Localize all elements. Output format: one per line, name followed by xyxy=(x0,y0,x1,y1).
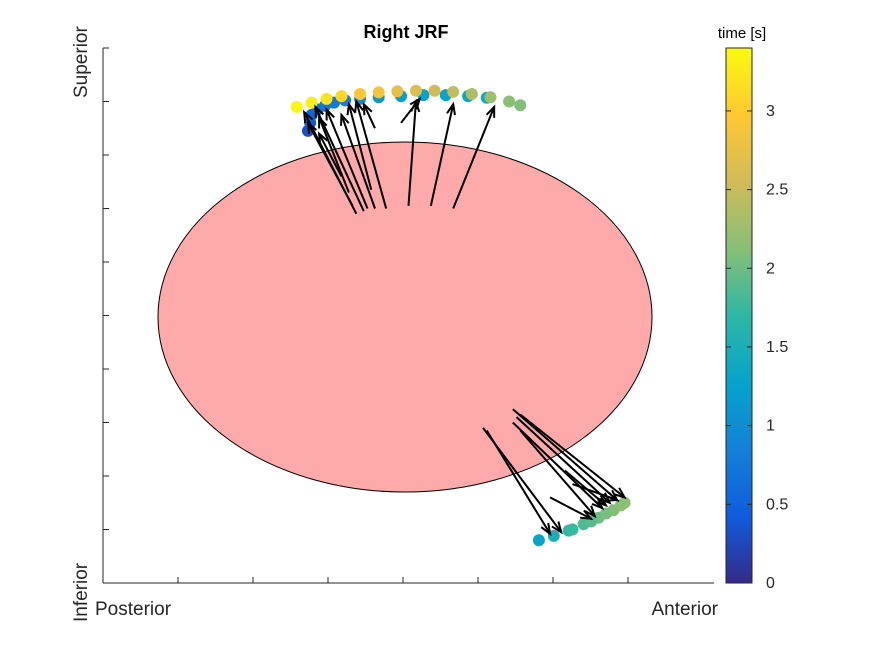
contact-point xyxy=(514,99,527,112)
force-vector-shaft xyxy=(355,101,388,209)
contact-point xyxy=(484,91,497,104)
colorbar-tick-label: 1 xyxy=(766,418,775,435)
force-vector xyxy=(564,469,609,508)
contact-point xyxy=(320,92,333,105)
contact-point xyxy=(290,100,303,113)
force-vector-head xyxy=(580,509,594,521)
force-vector-shaft xyxy=(314,106,365,212)
contact-point xyxy=(428,84,441,97)
y-axis-bottom-label: Inferior xyxy=(71,562,92,622)
force-vector-shaft xyxy=(318,117,350,193)
force-vector-head xyxy=(318,115,328,129)
contact-point xyxy=(335,90,348,103)
force-vector-shaft xyxy=(452,106,496,209)
x-ticks xyxy=(177,577,629,583)
colorbar-tick-label: 0.5 xyxy=(766,496,788,513)
contact-point xyxy=(599,507,612,520)
force-vector-head xyxy=(306,120,317,134)
force-vector-head xyxy=(317,131,329,145)
x-axis-right-label: Anterior xyxy=(651,599,718,620)
force-vector-head xyxy=(613,487,627,500)
force-vector xyxy=(485,430,552,537)
force-vector xyxy=(317,131,343,177)
force-vector-shaft xyxy=(407,101,417,206)
contact-point xyxy=(532,534,545,547)
force-vector xyxy=(362,101,376,129)
contact-point xyxy=(372,86,385,99)
force-vector xyxy=(325,107,369,209)
force-vector-head xyxy=(346,101,357,116)
force-vector-shaft xyxy=(340,114,376,209)
force-vector-shaft xyxy=(347,103,373,191)
y-ticks xyxy=(103,47,109,530)
force-vector xyxy=(306,120,354,207)
force-vector-head xyxy=(595,495,609,508)
force-vector-shaft xyxy=(549,496,592,520)
colorbar-tick-label: 0 xyxy=(766,575,775,592)
force-vector-shaft xyxy=(572,483,618,502)
force-vectors xyxy=(302,96,627,537)
force-vector xyxy=(519,413,627,500)
force-vector-shaft xyxy=(512,421,603,509)
force-vector-shaft xyxy=(429,103,455,207)
force-vector-head xyxy=(409,96,422,110)
contact-point xyxy=(354,88,367,101)
contact-point xyxy=(409,84,422,97)
force-vector-head xyxy=(584,505,597,519)
force-vector xyxy=(512,421,605,510)
force-vector xyxy=(346,101,373,191)
force-vector xyxy=(340,112,376,209)
colorbar-title: time [s] xyxy=(718,25,766,42)
force-vector-shaft xyxy=(485,430,551,535)
contact-point xyxy=(614,499,627,512)
y-axis-top-label: Superior xyxy=(71,26,92,98)
force-vector xyxy=(314,104,365,212)
force-vector xyxy=(519,429,597,519)
force-vector-head xyxy=(354,98,364,113)
force-vector xyxy=(354,98,388,209)
colorbar-ticks: 0 0.5 1 1.5 2 2.5 3 xyxy=(726,103,788,592)
colorbar xyxy=(725,47,753,584)
x-axis-left-label: Posterior xyxy=(95,599,172,620)
force-vector-shaft xyxy=(307,122,354,207)
colorbar-tick-label: 1.5 xyxy=(766,339,788,356)
colorbar-tick-label: 2.5 xyxy=(766,182,788,199)
force-vector xyxy=(452,104,496,209)
force-vector-head xyxy=(485,104,496,118)
force-vector-head xyxy=(340,112,350,126)
contact-point xyxy=(503,95,516,108)
chart-title: Right JRF xyxy=(364,22,449,42)
contact-point xyxy=(566,523,579,536)
force-vector-head xyxy=(591,497,605,510)
force-vector-shaft xyxy=(519,413,626,499)
force-vector-shaft xyxy=(325,109,369,209)
force-vector-shaft xyxy=(512,408,618,501)
force-vector xyxy=(400,96,422,124)
force-vector-shaft xyxy=(519,429,596,517)
force-vector-head xyxy=(446,101,456,116)
force-vector-shaft xyxy=(318,133,343,177)
force-vector xyxy=(429,101,456,207)
force-vector-head xyxy=(362,101,373,116)
force-vector xyxy=(572,483,620,502)
force-vector-head xyxy=(325,107,335,121)
contact-point xyxy=(465,88,478,101)
colorbar-tick-label: 2 xyxy=(766,260,775,277)
force-vector-shaft xyxy=(362,103,376,129)
force-vector-head xyxy=(540,522,552,537)
force-vector-shaft xyxy=(564,469,607,507)
force-vector xyxy=(549,496,594,521)
force-vector-head xyxy=(302,109,314,124)
force-vector-shaft xyxy=(400,98,421,124)
force-vector-head xyxy=(551,521,563,535)
colorbar-tick-label: 3 xyxy=(766,103,775,120)
contact-point xyxy=(391,85,404,98)
contact-point xyxy=(447,85,460,98)
force-vector xyxy=(318,115,350,193)
force-vector-shaft xyxy=(515,416,611,504)
force-vector-head xyxy=(314,104,325,118)
force-vector-head xyxy=(606,492,620,502)
background-ellipse xyxy=(157,141,653,493)
